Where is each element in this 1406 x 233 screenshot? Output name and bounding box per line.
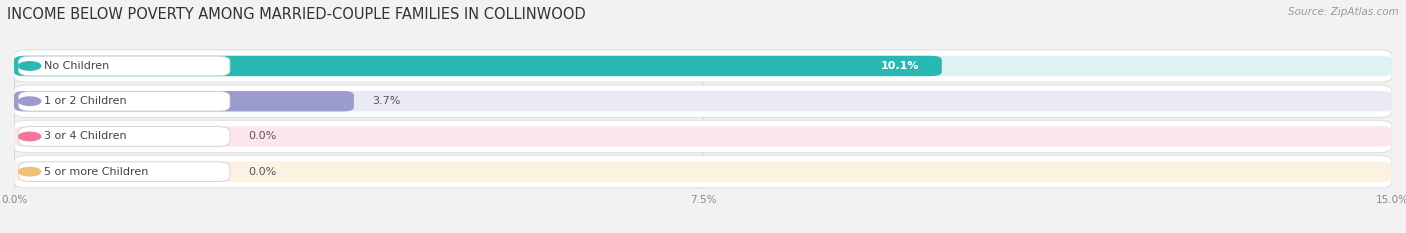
- Text: 10.1%: 10.1%: [880, 61, 920, 71]
- FancyBboxPatch shape: [14, 91, 354, 111]
- FancyBboxPatch shape: [18, 56, 231, 76]
- FancyBboxPatch shape: [14, 126, 1392, 147]
- FancyBboxPatch shape: [18, 91, 231, 111]
- Text: 3 or 4 Children: 3 or 4 Children: [45, 131, 127, 141]
- Text: 3.7%: 3.7%: [373, 96, 401, 106]
- Text: 1 or 2 Children: 1 or 2 Children: [45, 96, 127, 106]
- Text: 0.0%: 0.0%: [249, 167, 277, 177]
- FancyBboxPatch shape: [14, 120, 1392, 153]
- FancyBboxPatch shape: [14, 161, 1392, 182]
- Circle shape: [18, 168, 41, 176]
- Text: 5 or more Children: 5 or more Children: [45, 167, 149, 177]
- FancyBboxPatch shape: [14, 85, 1392, 117]
- FancyBboxPatch shape: [14, 155, 1392, 188]
- FancyBboxPatch shape: [14, 56, 942, 76]
- Circle shape: [18, 132, 41, 141]
- Text: INCOME BELOW POVERTY AMONG MARRIED-COUPLE FAMILIES IN COLLINWOOD: INCOME BELOW POVERTY AMONG MARRIED-COUPL…: [7, 7, 586, 22]
- FancyBboxPatch shape: [14, 91, 1392, 111]
- FancyBboxPatch shape: [14, 56, 1392, 76]
- Text: Source: ZipAtlas.com: Source: ZipAtlas.com: [1288, 7, 1399, 17]
- FancyBboxPatch shape: [14, 50, 1392, 82]
- FancyBboxPatch shape: [18, 162, 231, 182]
- Circle shape: [18, 97, 41, 106]
- Text: 0.0%: 0.0%: [249, 131, 277, 141]
- Text: No Children: No Children: [45, 61, 110, 71]
- Circle shape: [18, 62, 41, 70]
- FancyBboxPatch shape: [18, 127, 231, 146]
